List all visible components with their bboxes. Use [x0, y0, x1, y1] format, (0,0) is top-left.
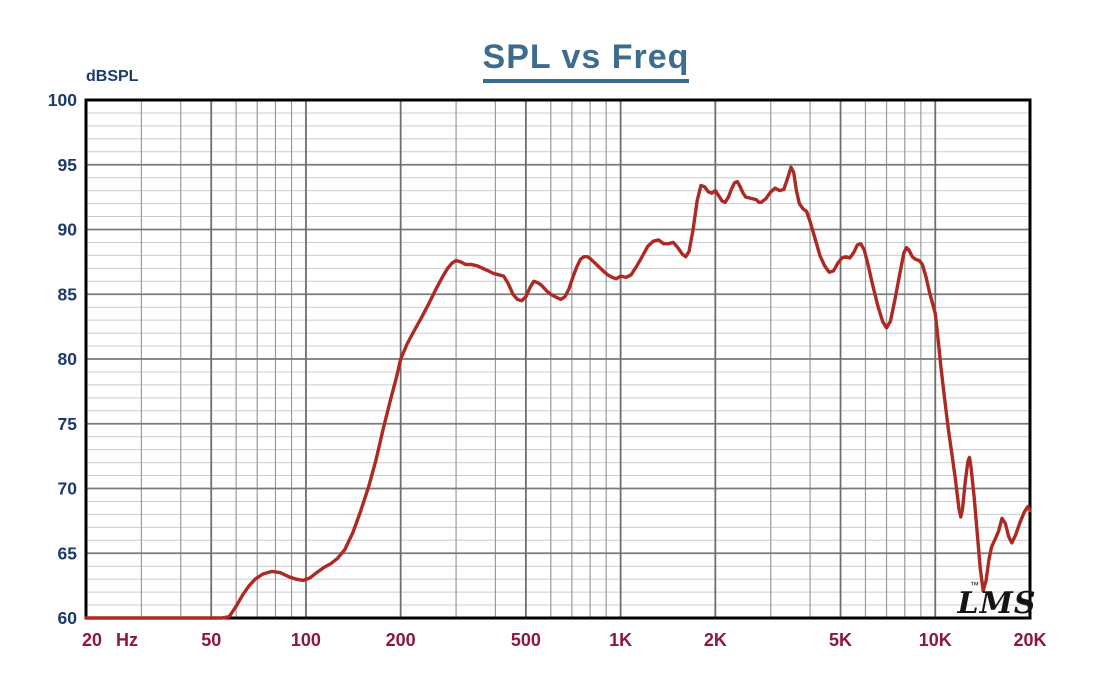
grid-minor-horizontal: [86, 112, 1030, 606]
x-axis-unit-label: Hz: [116, 630, 138, 650]
x-tick-label-10K: 10K: [919, 630, 952, 650]
lms-logo-text: LMS: [957, 586, 1037, 621]
chart-title-text: SPL vs Freq: [482, 38, 690, 83]
y-tick-label-70: 70: [58, 479, 78, 499]
x-tick-label-5K: 5K: [829, 630, 852, 650]
y-tick-label-100: 100: [48, 90, 77, 110]
plot-border: [84, 98, 1032, 620]
y-axis-unit-label: dBSPL: [86, 68, 139, 85]
spl-curve: [84, 165, 1032, 620]
x-tick-label-500: 500: [511, 630, 541, 650]
trademark-symbol: ™: [970, 580, 979, 590]
y-tick-label-65: 65: [58, 543, 78, 563]
grid-major-horizontal: [86, 163, 1030, 555]
y-axis-labels: 100 95 90 85 80 75 70 65 60: [48, 90, 77, 628]
x-tick-label-20K: 20K: [1013, 630, 1046, 650]
chart-title-row: SPL vs Freq: [76, 38, 1096, 83]
x-tick-label-1K: 1K: [609, 630, 632, 650]
chart-title: SPL vs Freq: [482, 38, 690, 83]
x-tick-label-50: 50: [201, 630, 221, 650]
x-tick-label-100: 100: [291, 630, 321, 650]
x-tick-label-20: 20: [82, 630, 102, 650]
y-tick-label-85: 85: [58, 284, 78, 304]
x-axis-labels: 20 50 100 200 500 1K 2K 5K 10K 20K Hz: [82, 630, 1047, 650]
y-tick-label-60: 60: [58, 608, 78, 628]
y-tick-label-95: 95: [58, 155, 78, 175]
y-tick-label-75: 75: [58, 414, 78, 434]
x-tick-label-200: 200: [386, 630, 416, 650]
x-tick-label-2K: 2K: [704, 630, 727, 650]
y-tick-label-80: 80: [58, 349, 78, 369]
y-tick-label-90: 90: [58, 220, 78, 240]
